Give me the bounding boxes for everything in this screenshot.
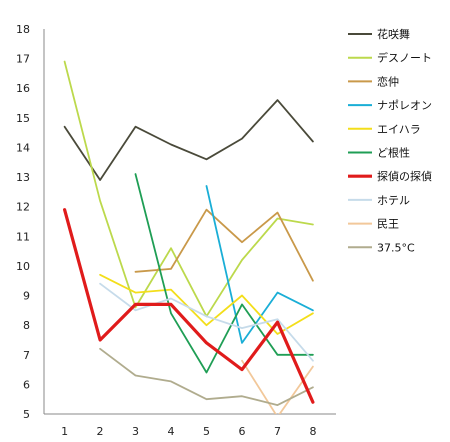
x-tick-label: 5 bbox=[203, 425, 210, 438]
y-tick-label: 8 bbox=[23, 319, 30, 332]
y-tick-label: 14 bbox=[16, 141, 30, 154]
legend-label: ナポレオン bbox=[377, 99, 432, 112]
y-tick-label: 13 bbox=[16, 171, 30, 184]
x-tick-label: 7 bbox=[274, 425, 281, 438]
legend-label: ホテル bbox=[377, 194, 410, 207]
series-line bbox=[63, 60, 314, 318]
series-line bbox=[99, 282, 314, 362]
y-tick-label: 7 bbox=[23, 349, 30, 362]
series-line bbox=[241, 359, 314, 414]
y-tick-label: 17 bbox=[16, 53, 30, 66]
y-tick-label: 9 bbox=[23, 290, 30, 303]
legend-label: 恋仲 bbox=[377, 74, 399, 88]
x-tick-label: 8 bbox=[309, 425, 316, 438]
y-tick-label: 11 bbox=[16, 230, 30, 243]
legend-label: 民王 bbox=[377, 218, 399, 231]
y-tick-label: 5 bbox=[23, 408, 30, 421]
x-tick-label: 4 bbox=[168, 425, 175, 438]
series-line bbox=[205, 185, 314, 344]
series-line bbox=[134, 173, 314, 374]
series-lines bbox=[62, 60, 315, 414]
y-axis-tick-labels: 5 6 7 8 9 10 11 12 13 14 15 16 17 18 bbox=[16, 23, 30, 421]
x-axis-tick-labels: 1 2 3 4 5 6 7 8 bbox=[61, 425, 316, 438]
y-tick-label: 10 bbox=[16, 260, 30, 273]
legend-label: 探偵の探偵 bbox=[377, 169, 432, 183]
y-tick-label: 16 bbox=[16, 82, 30, 95]
series-line bbox=[63, 99, 314, 181]
x-tick-label: 3 bbox=[132, 425, 139, 438]
y-tick-label: 15 bbox=[16, 112, 30, 125]
legend-label: 37.5°C bbox=[377, 241, 415, 254]
series-line bbox=[99, 273, 314, 335]
y-tick-label: 12 bbox=[16, 201, 30, 214]
y-tick-label: 6 bbox=[23, 378, 30, 391]
series-line bbox=[62, 208, 315, 404]
x-tick-label: 2 bbox=[97, 425, 104, 438]
series-line bbox=[99, 347, 314, 407]
series-line bbox=[134, 208, 314, 282]
legend-label: 花咲舞 bbox=[377, 27, 410, 41]
legend-label: エイハラ bbox=[377, 123, 421, 136]
legend-label: ど根性 bbox=[377, 146, 410, 160]
x-tick-label: 6 bbox=[238, 425, 245, 438]
y-tick-label: 18 bbox=[16, 23, 30, 36]
legend-label: デスノート bbox=[377, 51, 432, 65]
x-tick-label: 1 bbox=[61, 425, 68, 438]
